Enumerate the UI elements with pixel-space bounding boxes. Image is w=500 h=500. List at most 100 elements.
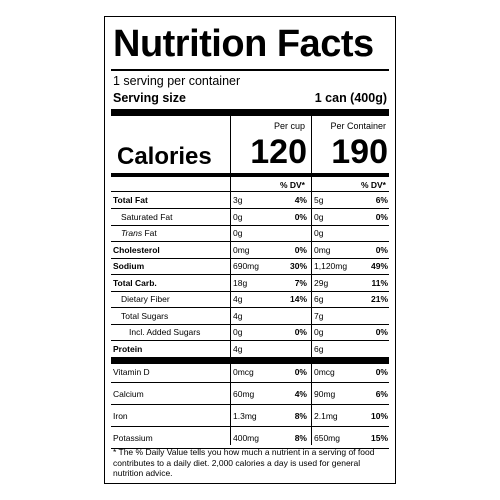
dv-per-cup: 0% (294, 211, 307, 222)
footnote: * The % Daily Value tells you how much a… (113, 447, 375, 478)
calories-per-cup: 120 (250, 133, 307, 171)
amount-per-cup: 4g (233, 294, 243, 304)
dv-per-container: 15% (370, 433, 388, 443)
divider-dv (111, 191, 389, 192)
dv-header-col1: % DV* (279, 180, 305, 190)
amount-per-cup: 3g (233, 195, 243, 205)
serving-size-value: 1 can (400g) (314, 91, 387, 105)
nutrition-label: Nutrition Facts 1 serving per container … (104, 16, 396, 484)
dv-per-cup: 0% (294, 327, 307, 337)
vitamin-name: Iron (113, 411, 128, 421)
dv-per-container: 0% (375, 244, 388, 255)
amount-per-container: 0g (314, 211, 324, 222)
column-divider-2 (311, 116, 312, 372)
vitamin-row: Potassium 400mg 8% 650mg 15% (111, 426, 389, 449)
nutrient-row: Trans Fat 0g 0g (111, 225, 389, 242)
nutrient-row: Dietary Fiber 4g 14% 6g 21% (111, 291, 389, 308)
nutrient-name: Sodium (113, 261, 145, 271)
amount-per-cup: 690mg (233, 261, 259, 271)
vitamin-row: Iron 1.3mg 8% 2.1mg 10% (111, 404, 389, 427)
nutrient-row: Total Sugars 4g 7g (111, 308, 389, 325)
nutrient-name: Protein (113, 343, 143, 354)
nutrient-row: Sodium 690mg 30% 1,120mg 49% (111, 258, 389, 275)
nutrient-row: Saturated Fat 0g 0% 0g 0% (111, 209, 389, 226)
amount-per-container: 6g (314, 343, 324, 354)
serving-size-label: Serving size (113, 91, 186, 105)
amount-per-cup: 4g (233, 310, 243, 321)
dv-per-container: 10% (370, 411, 388, 421)
divider-thin (111, 69, 389, 71)
dv-per-cup: 8% (294, 411, 307, 421)
amount-per-cup: 60mg (233, 389, 255, 399)
servings-per-container: 1 serving per container (113, 74, 241, 88)
vitamin-name: Vitamin D (113, 367, 150, 377)
vitamin-row: Vitamin D 0mcg 0% 0mcg 0% (111, 360, 389, 383)
amount-per-container: 2.1mg (314, 411, 338, 421)
dv-per-container: 49% (370, 261, 388, 271)
divider-medium (111, 173, 389, 177)
nutrient-name: Total Sugars (121, 310, 169, 321)
nutrient-row: Protein 4g 6g (111, 341, 389, 358)
nutrient-row: Incl. Added Sugars 0g 0% 0g 0% (111, 324, 389, 341)
amount-per-cup: 0g (233, 228, 243, 238)
amount-per-cup: 0g (233, 211, 243, 222)
dv-per-container: 0% (375, 367, 388, 377)
dv-per-container: 6% (375, 389, 388, 399)
nutrient-row: Total Carb. 18g 7% 29g 11% (111, 275, 389, 292)
nutrient-row: Total Fat 3g 4% 5g 6% (111, 192, 389, 209)
dv-per-cup: 0% (294, 244, 307, 255)
dv-per-cup: 0% (294, 367, 307, 377)
nutrient-name: Total Carb. (113, 277, 157, 288)
nutrient-name: Cholesterol (113, 244, 160, 255)
amount-per-cup: 400mg (233, 433, 259, 443)
nutrient-name: Saturated Fat (121, 211, 173, 222)
amount-per-container: 0mcg (314, 367, 335, 377)
dv-per-cup: 30% (289, 261, 307, 271)
amount-per-cup: 18g (233, 277, 248, 288)
amount-per-container: 7g (314, 310, 324, 321)
dv-per-container: 6% (375, 195, 388, 205)
label-title: Nutrition Facts (113, 23, 374, 65)
amount-per-cup: 4g (233, 343, 243, 354)
dv-per-cup: 4% (294, 195, 307, 205)
amount-per-container: 0mg (314, 244, 331, 255)
dv-per-container: 0% (375, 211, 388, 222)
amount-per-container: 90mg (314, 389, 336, 399)
dv-per-cup: 14% (289, 294, 307, 304)
amount-per-cup: 0mcg (233, 367, 254, 377)
vline-vit-1 (230, 364, 231, 445)
amount-per-container: 1,120mg (314, 261, 348, 271)
amount-per-cup: 0mg (233, 244, 250, 255)
nutrient-name: Incl. Added Sugars (129, 327, 201, 337)
amount-per-cup: 0g (233, 327, 243, 337)
nutrient-row: Cholesterol 0mg 0% 0mg 0% (111, 242, 389, 259)
per-cup-header: Per cup (273, 121, 305, 131)
vitamin-name: Calcium (113, 389, 144, 399)
dv-per-cup: 7% (294, 277, 307, 288)
amount-per-container: 6g (314, 294, 324, 304)
dv-per-container: 21% (370, 294, 388, 304)
divider-thick (111, 109, 389, 116)
dv-per-cup: 4% (294, 389, 307, 399)
divider-thick-2 (111, 357, 389, 364)
calories-label: Calories (117, 143, 212, 170)
amount-per-cup: 1.3mg (233, 411, 257, 421)
amount-per-container: 650mg (314, 433, 340, 443)
dv-per-cup: 8% (294, 433, 307, 443)
calories-per-container: 190 (331, 133, 388, 171)
nutrient-name: Trans Fat (121, 228, 157, 238)
dv-per-container: 0% (375, 327, 388, 337)
column-divider-1 (230, 116, 231, 372)
amount-per-container: 0g (314, 228, 324, 238)
nutrient-name: Total Fat (113, 195, 148, 205)
dv-per-container: 11% (371, 277, 388, 288)
per-container-header: Per Container (330, 121, 386, 131)
dv-header-col2: % DV* (360, 180, 386, 190)
amount-per-container: 0g (314, 327, 324, 337)
vline-vit-2 (311, 364, 312, 445)
vitamin-row: Calcium 60mg 4% 90mg 6% (111, 382, 389, 405)
vitamin-name: Potassium (113, 433, 153, 443)
amount-per-container: 5g (314, 195, 324, 205)
nutrient-name: Dietary Fiber (121, 294, 170, 304)
amount-per-container: 29g (314, 277, 329, 288)
